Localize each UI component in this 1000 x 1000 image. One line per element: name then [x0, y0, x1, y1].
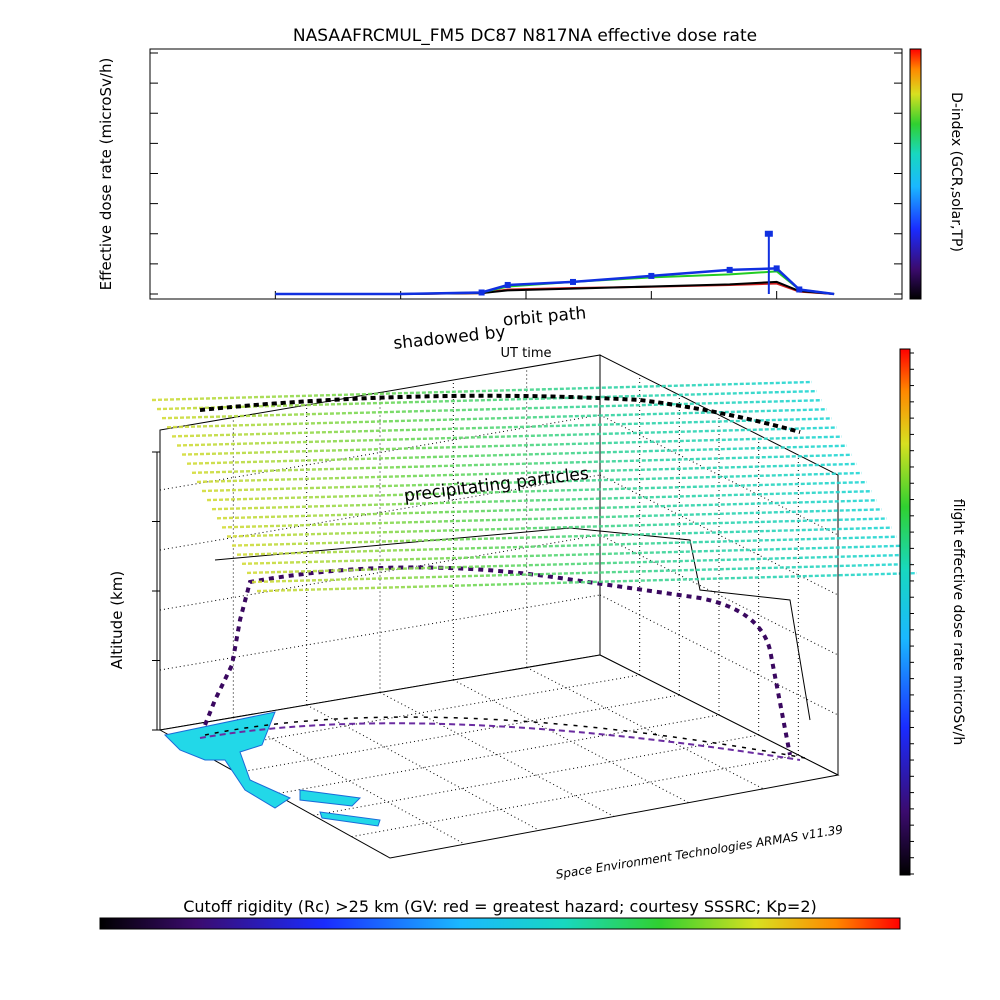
particle-sheet-row	[211, 490, 873, 511]
particle-sheet-row	[221, 508, 883, 529]
particle-sheet-row	[186, 444, 848, 465]
particle-sheet-row	[181, 435, 843, 456]
particle-sheet-row	[251, 562, 913, 584]
credit-label: Space Environment Technologies ARMAS v11…	[555, 822, 844, 881]
d-index-axis-label: D-index (GCR,solar,TP)	[948, 92, 964, 252]
particle-sheet-row	[241, 544, 903, 565]
ut-time-label: UT time	[501, 346, 552, 361]
particle-sheet-row	[206, 480, 868, 502]
ground-track	[199, 722, 801, 761]
series-point-3	[478, 289, 485, 296]
particle-sheet-row	[176, 426, 838, 447]
series-point-3	[773, 265, 780, 272]
dose-rate-colorbar	[899, 348, 911, 876]
series-line-3	[275, 267, 835, 296]
orbit-flight-trace-top	[199, 394, 801, 434]
altitude-axis-label: Altitude (km)	[108, 571, 126, 669]
particle-sheet-row	[171, 417, 833, 438]
island-region	[319, 811, 381, 827]
particle-sheet-row	[246, 553, 908, 575]
peak-marker	[764, 230, 773, 237]
base-grid-line	[379, 692, 615, 817]
particle-sheet-row	[216, 499, 878, 520]
series-point-3	[796, 286, 803, 293]
top-chart-title: NASAAFRCMUL_FM5 DC87 N817NA effective do…	[293, 26, 757, 46]
d-index-colorbar	[909, 48, 922, 300]
top-y-axis-label: Effective dose rate (microSv/h)	[97, 58, 115, 291]
particle-sheet-row	[191, 453, 853, 474]
island-region	[299, 789, 362, 807]
flight-path	[203, 565, 792, 756]
dose-rate-colorbar-label: flight effective dose rate microSv/h	[950, 499, 966, 745]
projection-line	[214, 527, 811, 721]
particle-sheet-row	[231, 526, 893, 547]
top-x-ticks	[149, 291, 903, 299]
cutoff-rigidity-label: Cutoff rigidity (Rc) >25 km (GV: red = g…	[183, 897, 817, 916]
orbit-path-label: orbit path	[502, 303, 587, 330]
base-grid-line	[526, 667, 764, 790]
series-point-3	[570, 278, 576, 285]
base-grid-line	[306, 704, 540, 831]
series-point-3	[648, 272, 655, 279]
base-grid-line	[453, 679, 689, 804]
top-y-ticks	[150, 52, 902, 295]
particle-sheet-row	[256, 571, 918, 593]
particle-sheet-row	[236, 535, 898, 556]
cutoff-rigidity-colorbar	[99, 917, 901, 930]
globe-3d-plot	[151, 354, 918, 859]
top-plot-frame	[149, 48, 903, 300]
ground-track-2	[204, 716, 806, 759]
base-plane	[158, 654, 840, 859]
shadowed-by-label: shadowed by	[392, 322, 506, 354]
particle-sheet-row	[196, 462, 858, 484]
particle-sheet-row	[166, 408, 828, 429]
top-series	[275, 230, 835, 296]
particle-sheet-row	[161, 399, 823, 420]
dose-rate-colorbar-ticks	[910, 352, 914, 875]
particle-sheet-row	[226, 517, 888, 538]
particle-sheet-row	[151, 380, 813, 402]
particle-sheet-row	[156, 389, 818, 411]
particle-sheet-row	[201, 471, 863, 493]
series-point-3	[726, 266, 733, 273]
coastline-region	[163, 711, 292, 809]
particle-sheet	[151, 380, 918, 593]
series-point-3	[504, 281, 511, 288]
